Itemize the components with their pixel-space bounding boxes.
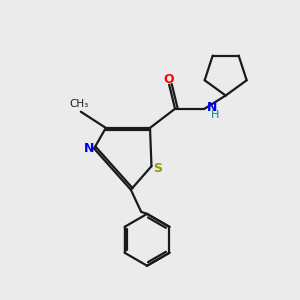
- Text: N: N: [207, 101, 217, 114]
- Text: H: H: [211, 110, 219, 120]
- Text: N: N: [84, 142, 94, 155]
- Text: S: S: [153, 162, 162, 175]
- Text: O: O: [164, 73, 175, 86]
- Text: CH₃: CH₃: [70, 99, 89, 109]
